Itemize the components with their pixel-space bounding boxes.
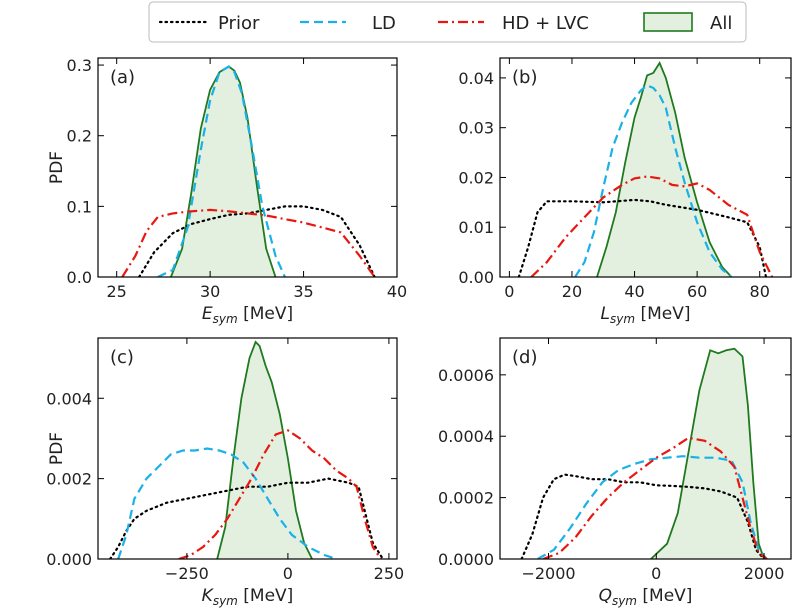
x-tick-label: 80 [750, 282, 770, 301]
series-ld-line [117, 447, 337, 559]
x-tick-label: −2000 [521, 564, 575, 583]
series-all-fill [170, 66, 276, 277]
x-tick-label: 40 [387, 282, 407, 301]
series-all-line [650, 347, 765, 559]
legend-swatch-all [643, 12, 693, 32]
plot-area [121, 65, 376, 277]
y-tick-label: 0.04 [458, 69, 494, 88]
x-axis-title: Ksym [MeV] [202, 586, 294, 608]
series-all-fill [650, 348, 765, 559]
panel-label: (c) [110, 347, 134, 368]
x-tick-label: −250 [165, 564, 209, 583]
panel-label: (b) [512, 67, 537, 88]
panel-b: 0 20 40 60 80 0.00 0.01 0.02 0.03 0.04 (b) Lsym [Me… [458, 57, 792, 326]
plot-area [109, 340, 384, 559]
y-tick-label: 0.00 [458, 268, 494, 287]
axes-frame [499, 57, 792, 278]
panel-label: (a) [110, 67, 135, 88]
series-ld-line [537, 455, 768, 559]
x-tick-label: 25 [107, 282, 127, 301]
panel-a: 25 30 35 40 0.0 0.1 0.2 0.3 (a) Esym [MeV] PDF [47, 56, 407, 326]
y-tick-label: 0.000 [46, 550, 92, 569]
legend-label-prior: Prior [218, 13, 260, 34]
x-axis-title: Esym [MeV] [202, 304, 293, 326]
legend-label-hd-lvc: HD + LVC [502, 13, 589, 34]
y-axis-title: PDF [47, 432, 67, 465]
y-tick-label: 0.3 [67, 56, 92, 75]
axes-frame [97, 57, 398, 278]
x-tick-label: 20 [562, 282, 582, 301]
series-all-line [596, 61, 733, 277]
series-prior-line [517, 198, 768, 277]
x-tick-label: 0 [651, 564, 661, 583]
y-tick-label: 0.0004 [438, 427, 494, 446]
y-tick-label: 0.0002 [438, 489, 494, 508]
panel-label: (d) [512, 347, 537, 368]
series-hd-lvc-line [178, 429, 382, 559]
panel-d: −2000 0 2000 0.0000 0.0002 0.0004 0.0006 (d) Qsy… [438, 337, 792, 608]
series-ld-line [574, 84, 733, 277]
series-hd-lvc-line [530, 175, 774, 277]
y-tick-label: 0.0000 [438, 550, 494, 569]
y-tick-label: 0.004 [46, 389, 92, 408]
y-tick-label: 0.01 [458, 218, 494, 237]
legend: Prior LD HD + LVC All [148, 1, 747, 43]
y-tick-label: 0.0 [67, 268, 92, 287]
x-tick-label: 2000 [744, 564, 785, 583]
y-tick-label: 0.0006 [438, 366, 494, 385]
x-tick-label: 35 [293, 282, 313, 301]
legend-label-ld: LD [372, 13, 396, 34]
axes-frame [499, 337, 792, 560]
x-axis-title: Lsym [MeV] [601, 304, 691, 326]
x-tick-label: 0 [283, 564, 293, 583]
x-tick-label: 0 [504, 282, 514, 301]
x-axis-title: Qsym [MeV] [599, 586, 693, 608]
x-tick-label: 250 [374, 564, 405, 583]
y-tick-label: 0.1 [67, 197, 92, 216]
legend-label-all: All [710, 13, 732, 34]
x-tick-label: 60 [687, 282, 707, 301]
y-tick-label: 0.02 [458, 168, 494, 187]
series-ld-line [157, 65, 286, 277]
plot-area [517, 61, 774, 277]
y-tick-label: 0.002 [46, 470, 92, 489]
y-tick-label: 0.2 [67, 127, 92, 146]
y-axis-title: PDF [47, 151, 67, 184]
plot-area [520, 347, 768, 559]
x-tick-label: 30 [200, 282, 220, 301]
y-tick-label: 0.03 [458, 119, 494, 138]
series-hd-lvc-line [121, 208, 376, 277]
series-all-line [216, 340, 313, 559]
series-all-fill [217, 342, 313, 559]
axes-frame [97, 337, 398, 560]
series-prior-line [138, 205, 376, 277]
x-tick-label: 40 [624, 282, 644, 301]
panel-c: −250 0 250 0.000 0.002 0.004 (c) Ksym [MeV] PDF [46, 337, 405, 608]
